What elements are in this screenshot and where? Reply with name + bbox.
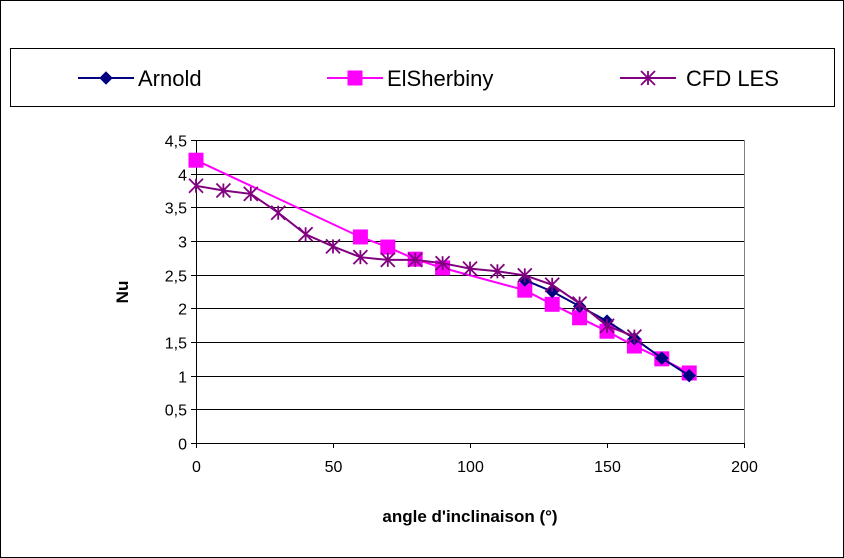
data-point bbox=[407, 252, 423, 268]
y-tick-label: 0 bbox=[178, 437, 187, 454]
axes: 0 0,5 1 1,5 2 2,5 3 3,5 4 4,5 0 50 100 150 200 bbox=[165, 134, 758, 477]
y-tick-label: 0,5 bbox=[165, 403, 187, 420]
data-point bbox=[347, 70, 363, 86]
series-cfd-les bbox=[188, 178, 643, 345]
data-point bbox=[434, 255, 451, 271]
legend-entry-elsherbiny: ElSherbiny bbox=[327, 66, 493, 91]
legend-label: ElSherbiny bbox=[387, 66, 493, 91]
data-point bbox=[380, 239, 396, 255]
data-point bbox=[215, 182, 232, 199]
data-point bbox=[188, 178, 204, 194]
data-point bbox=[544, 277, 560, 293]
data-point bbox=[325, 238, 341, 255]
x-tick-label: 50 bbox=[325, 459, 343, 476]
gridlines bbox=[196, 140, 744, 410]
y-tick-label: 3 bbox=[178, 235, 187, 252]
data-point bbox=[270, 205, 286, 221]
data-point bbox=[599, 318, 615, 334]
data-point bbox=[640, 70, 656, 86]
x-tick-label: 200 bbox=[731, 459, 758, 476]
y-tick-label: 3,5 bbox=[165, 201, 187, 218]
data-point bbox=[352, 229, 368, 245]
legend-entry-arnold: Arnold bbox=[78, 66, 202, 91]
legend-label: Arnold bbox=[138, 66, 202, 91]
data-point bbox=[517, 267, 533, 283]
y-tick-label: 2,5 bbox=[165, 269, 187, 286]
data-point bbox=[655, 351, 669, 365]
data-point bbox=[489, 263, 506, 279]
y-tick-label: 1 bbox=[178, 370, 187, 387]
data-point bbox=[380, 252, 396, 268]
y-tick-label: 1,5 bbox=[165, 336, 187, 353]
legend-entry-cfd-les: CFD LES bbox=[620, 66, 779, 91]
x-tick-label: 100 bbox=[457, 459, 484, 476]
data-point bbox=[626, 328, 643, 345]
data-point bbox=[462, 260, 478, 277]
y-tick-label: 4,5 bbox=[165, 134, 187, 151]
x-axis-label: angle d'inclinaison (°) bbox=[382, 507, 557, 526]
data-point bbox=[682, 368, 696, 383]
data-point bbox=[99, 71, 113, 85]
data-point bbox=[297, 226, 314, 242]
data-point bbox=[188, 152, 204, 168]
plot-area bbox=[196, 140, 745, 444]
y-tick-label: 4 bbox=[178, 168, 187, 185]
legend-label: CFD LES bbox=[686, 66, 779, 91]
legend-box bbox=[10, 48, 835, 107]
x-tick-label: 0 bbox=[192, 459, 201, 476]
y-axis-label: Nu bbox=[113, 281, 132, 304]
data-point bbox=[243, 186, 259, 202]
y-tick-label: 2 bbox=[178, 302, 187, 319]
data-point bbox=[544, 296, 560, 312]
data-point bbox=[352, 249, 369, 265]
series-layer bbox=[188, 152, 697, 383]
data-point bbox=[571, 295, 588, 312]
legend: Arnold ElSherbiny CFD LES bbox=[78, 66, 779, 91]
x-tick-label: 150 bbox=[594, 459, 621, 476]
